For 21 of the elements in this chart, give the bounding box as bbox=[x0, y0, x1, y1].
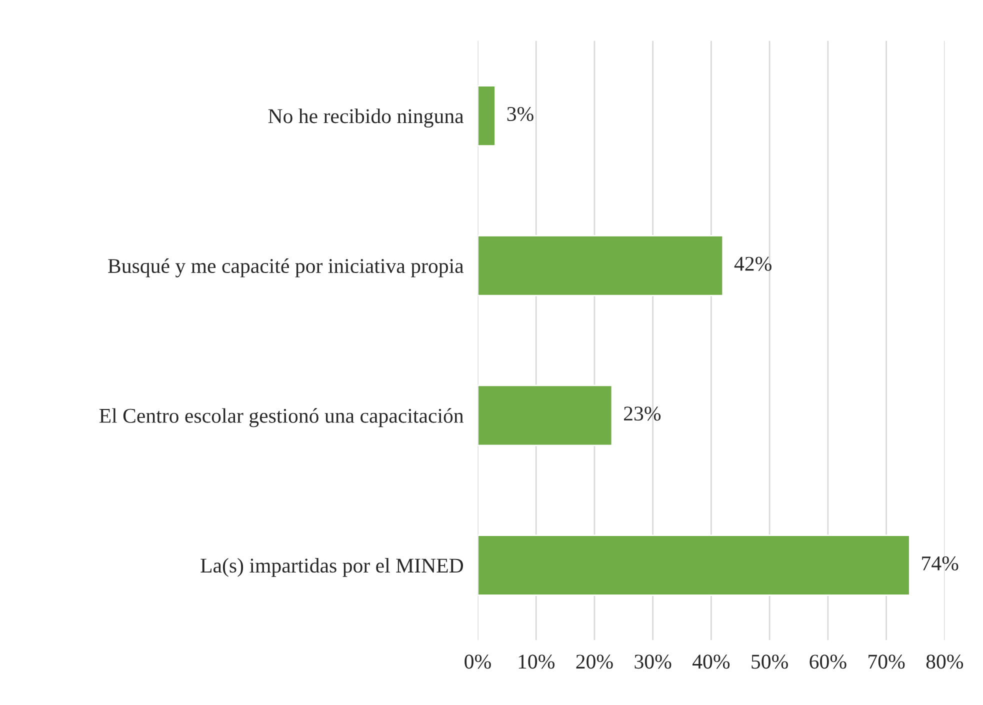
x-tick-label: 10% bbox=[518, 654, 554, 669]
y-tick-label: La(s) impartidas por el MINED bbox=[200, 558, 464, 577]
y-tick-label: No he recibido ninguna bbox=[268, 108, 464, 128]
x-tick-label: 0% bbox=[464, 654, 491, 669]
bar bbox=[478, 384, 613, 446]
x-tick-label: 30% bbox=[634, 654, 672, 669]
y-tick-label: El Centro escolar gestionó una capacitación bbox=[99, 408, 464, 428]
y-tick-label: Busqué y me capacité por iniciativa propia bbox=[108, 258, 464, 278]
data-label: 74% bbox=[922, 556, 958, 571]
x-tick-label: 60% bbox=[810, 654, 846, 669]
data-label: 3% bbox=[507, 106, 534, 122]
bar bbox=[478, 234, 724, 296]
x-tick-label: 80% bbox=[926, 654, 964, 669]
x-tick-label: 70% bbox=[868, 654, 905, 669]
x-tick-label: 50% bbox=[752, 654, 788, 669]
data-label: 23% bbox=[624, 406, 661, 421]
x-tick-label: 20% bbox=[576, 654, 613, 669]
bar bbox=[478, 534, 910, 596]
data-label: 42% bbox=[734, 256, 772, 271]
bar bbox=[478, 85, 496, 146]
x-tick-label: 40% bbox=[692, 654, 730, 669]
